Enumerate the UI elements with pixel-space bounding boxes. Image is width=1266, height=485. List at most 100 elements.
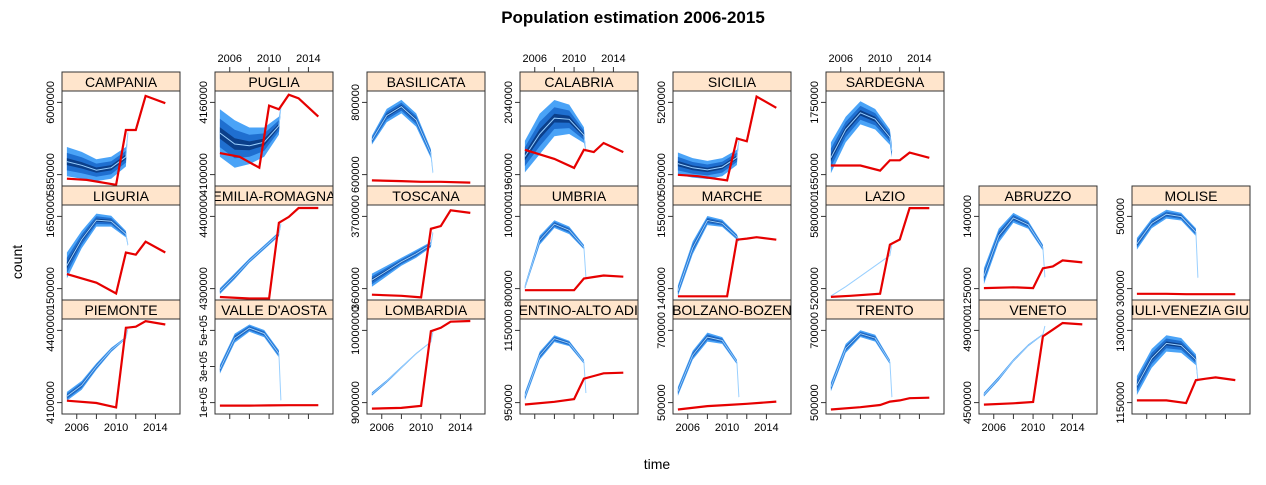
band-outer bbox=[524, 335, 586, 401]
strip bbox=[61, 71, 181, 92]
x-tick-label: 2010 bbox=[104, 422, 128, 434]
observed-line bbox=[219, 93, 320, 170]
band-inner bbox=[219, 327, 281, 401]
strip-label: TRENTINO-ALTO ADIGE bbox=[500, 302, 658, 318]
median-line bbox=[66, 328, 129, 397]
observed-line bbox=[371, 209, 471, 299]
y-tick-label: 4400000 bbox=[198, 195, 210, 238]
panel-frame bbox=[672, 318, 792, 415]
y-ticks: 4500000 4900000 bbox=[962, 309, 979, 424]
strip-label: LIGURIA bbox=[93, 188, 150, 204]
x-tick-label: 2006 bbox=[676, 422, 700, 434]
observed-line bbox=[1136, 376, 1236, 405]
observed-line bbox=[830, 151, 930, 172]
panel-puglia: PUGLIA 4100000 4160000 2006 2010 2014 bbox=[198, 53, 334, 196]
strip bbox=[366, 299, 486, 320]
y-tick-label: 700000 bbox=[656, 312, 668, 349]
band-outer bbox=[677, 332, 739, 399]
strip bbox=[366, 71, 486, 92]
y-tick-label: 1550000 bbox=[656, 195, 668, 238]
strip-label: TRENTO bbox=[856, 302, 913, 318]
y-axis-label: count bbox=[9, 245, 25, 279]
y-tick-label: 5850000 bbox=[45, 153, 57, 196]
y-tick-label: 500000 bbox=[1115, 198, 1127, 235]
plot-area bbox=[1136, 209, 1236, 296]
x-tick-label: 2010 bbox=[715, 422, 739, 434]
observed-line bbox=[66, 240, 166, 296]
y-tick-label: 1400000 bbox=[962, 195, 974, 238]
observed-line bbox=[524, 274, 624, 292]
y-tick-label: 1400000 bbox=[656, 267, 668, 310]
panel-umbria: UMBRIA 800000 1000000 bbox=[503, 185, 639, 307]
y-tick-label: 10000000 bbox=[350, 306, 362, 355]
strip bbox=[978, 299, 1098, 320]
y-tick-label: 700000 bbox=[809, 312, 821, 349]
panel-frame bbox=[825, 204, 945, 301]
x-ticks bbox=[1146, 414, 1226, 419]
band-inner bbox=[830, 110, 892, 162]
y-tick-label: 1e+05 bbox=[198, 387, 210, 418]
panel-piemonte: PIEMONTE 4100000 4400000 2006 2010 2014 bbox=[45, 299, 181, 434]
observed-line bbox=[371, 179, 471, 184]
y-ticks: 4100000 4160000 bbox=[198, 81, 215, 196]
median-line bbox=[830, 112, 893, 159]
strip bbox=[825, 299, 945, 320]
strip-label: VALLE D'AOSTA bbox=[221, 302, 327, 318]
panel-bolzano-bozen: BOLZANO-BOZEN 500000 700000 2006 2010 2014 bbox=[656, 299, 792, 434]
y-tick-label: 4300000 bbox=[198, 267, 210, 310]
y-tick-label: 1960000 bbox=[503, 153, 515, 196]
y-tick-label: 3600000 bbox=[350, 267, 362, 310]
band-mid bbox=[830, 243, 892, 297]
x-ticks: 2006 2010 2014 bbox=[523, 53, 626, 72]
strip-label: FRIULI-VENEZIA GIULIA bbox=[1112, 302, 1266, 318]
strip bbox=[825, 71, 945, 92]
band-mid bbox=[371, 102, 433, 174]
y-tick-label: 9000000 bbox=[350, 381, 362, 424]
y-ticks: 9000000 10000000 bbox=[350, 306, 367, 424]
panel-campania: CAMPANIA 5850000 6000000 bbox=[45, 71, 181, 196]
strip-label: BOLZANO-BOZEN bbox=[672, 302, 792, 318]
strip-label: EMILIA-ROMAGNA bbox=[213, 188, 337, 204]
panel-sardegna: SARDEGNA 1650000 1750000 2006 2010 2014 bbox=[809, 53, 945, 196]
median-line bbox=[677, 219, 740, 292]
plot-area bbox=[524, 100, 624, 173]
y-tick-label: 1300000 bbox=[1115, 309, 1127, 352]
strip-label: SICILIA bbox=[708, 74, 757, 90]
panel-sicilia: SICILIA 5050000 5200000 bbox=[656, 71, 792, 196]
x-ticks: 2006 2010 2014 bbox=[218, 53, 321, 72]
strip bbox=[519, 71, 639, 92]
panel-abruzzo: ABRUZZO 1250000 1400000 bbox=[962, 185, 1098, 310]
band-inner bbox=[371, 232, 433, 282]
strip-label: PUGLIA bbox=[248, 74, 300, 90]
band-inner bbox=[1136, 341, 1198, 388]
strip bbox=[519, 185, 639, 206]
observed-line bbox=[66, 320, 166, 409]
median-line bbox=[524, 338, 587, 397]
panel-liguria: LIGURIA 1500000 1650000 bbox=[45, 185, 181, 310]
y-ticks: 5050000 5200000 bbox=[656, 81, 673, 196]
band-inner bbox=[830, 243, 892, 297]
strip-label: CALABRIA bbox=[544, 74, 614, 90]
plot-area bbox=[830, 101, 930, 174]
x-tick-label: 2006 bbox=[829, 53, 853, 65]
panel-marche: MARCHE 1400000 1550000 bbox=[656, 185, 792, 310]
band-mid bbox=[219, 325, 281, 401]
band-outer bbox=[524, 220, 586, 290]
y-tick-label: 6000000 bbox=[45, 81, 57, 124]
plot-area bbox=[219, 206, 319, 300]
band-outer bbox=[830, 243, 892, 297]
plot-area bbox=[677, 216, 777, 298]
y-ticks: 1960000 2040000 bbox=[503, 81, 520, 196]
y-tick-label: 4100000 bbox=[198, 153, 210, 196]
median-line bbox=[677, 140, 740, 171]
x-ticks: 2006 2010 2014 bbox=[829, 53, 932, 72]
strip-label: MARCHE bbox=[702, 188, 763, 204]
x-tick-label: 2010 bbox=[868, 53, 892, 65]
y-tick-label: 4900000 bbox=[962, 309, 974, 352]
panel-frame bbox=[978, 204, 1098, 301]
strip-label: UMBRIA bbox=[552, 188, 607, 204]
y-tick-label: 1650000 bbox=[809, 153, 821, 196]
y-ticks: 500000 700000 bbox=[656, 312, 673, 421]
plot-area bbox=[371, 99, 471, 184]
observed-line bbox=[830, 207, 930, 298]
